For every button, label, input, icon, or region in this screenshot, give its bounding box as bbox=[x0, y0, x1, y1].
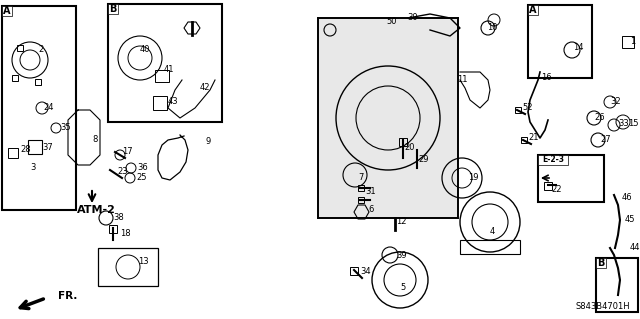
Text: 1: 1 bbox=[630, 38, 636, 47]
Text: 24: 24 bbox=[43, 103, 54, 113]
Text: FR.: FR. bbox=[58, 291, 77, 301]
Bar bbox=[109, 225, 117, 233]
Text: 45: 45 bbox=[625, 216, 636, 225]
Text: 19: 19 bbox=[468, 174, 479, 182]
Text: ATM-2: ATM-2 bbox=[77, 205, 115, 215]
Bar bbox=[108, 4, 118, 14]
Bar bbox=[318, 18, 458, 218]
Text: 46: 46 bbox=[622, 194, 632, 203]
Text: 43: 43 bbox=[168, 98, 179, 107]
Text: 22: 22 bbox=[551, 186, 561, 195]
Bar bbox=[35, 79, 41, 85]
Text: S843B4701H: S843B4701H bbox=[575, 302, 630, 311]
Text: 50: 50 bbox=[386, 18, 397, 26]
Text: 9: 9 bbox=[205, 137, 211, 146]
Text: 37: 37 bbox=[42, 144, 52, 152]
Text: 40: 40 bbox=[140, 46, 150, 55]
Text: 4: 4 bbox=[490, 227, 495, 236]
Text: 3: 3 bbox=[30, 164, 35, 173]
Bar bbox=[622, 36, 634, 48]
Bar bbox=[460, 240, 520, 254]
Bar bbox=[153, 96, 167, 110]
Text: 20: 20 bbox=[404, 144, 415, 152]
Text: A: A bbox=[529, 5, 537, 15]
Bar bbox=[155, 70, 169, 82]
Text: 32: 32 bbox=[610, 98, 621, 107]
Text: 39: 39 bbox=[396, 251, 406, 261]
Bar bbox=[515, 107, 521, 113]
Bar bbox=[12, 75, 18, 81]
Bar bbox=[596, 258, 606, 268]
Bar bbox=[528, 5, 592, 78]
Bar bbox=[538, 155, 604, 202]
Text: 5: 5 bbox=[400, 284, 405, 293]
Text: 30: 30 bbox=[407, 13, 418, 23]
Bar bbox=[358, 185, 364, 191]
Text: 41: 41 bbox=[164, 65, 175, 75]
Text: 13: 13 bbox=[138, 257, 148, 266]
Bar bbox=[2, 6, 76, 210]
Text: 26: 26 bbox=[594, 114, 605, 122]
Bar bbox=[399, 138, 407, 146]
Text: 25: 25 bbox=[136, 174, 147, 182]
Text: 34: 34 bbox=[360, 268, 371, 277]
Bar bbox=[544, 182, 552, 190]
Bar bbox=[358, 197, 364, 203]
Text: 14: 14 bbox=[573, 43, 584, 53]
Text: 27: 27 bbox=[600, 136, 611, 145]
Text: 38: 38 bbox=[113, 213, 124, 222]
Text: 35: 35 bbox=[60, 123, 70, 132]
Text: A: A bbox=[3, 6, 11, 16]
Text: 2: 2 bbox=[38, 46, 44, 55]
Bar bbox=[28, 140, 42, 154]
Text: 10: 10 bbox=[487, 24, 497, 33]
Text: 16: 16 bbox=[541, 73, 552, 83]
Bar bbox=[98, 248, 158, 286]
Bar bbox=[521, 137, 527, 143]
Text: 18: 18 bbox=[120, 229, 131, 239]
Bar bbox=[350, 267, 358, 275]
Text: 29: 29 bbox=[418, 155, 429, 165]
Bar bbox=[17, 45, 23, 51]
Text: 23: 23 bbox=[117, 167, 127, 176]
Text: 44: 44 bbox=[630, 243, 640, 253]
Bar bbox=[2, 6, 12, 16]
Text: 6: 6 bbox=[368, 205, 373, 214]
Text: 17: 17 bbox=[122, 147, 132, 157]
Text: 31: 31 bbox=[365, 188, 376, 197]
Bar bbox=[108, 4, 222, 122]
Bar bbox=[528, 5, 538, 15]
Text: 42: 42 bbox=[200, 84, 211, 93]
Text: 52: 52 bbox=[522, 103, 532, 113]
Bar bbox=[538, 155, 568, 165]
Text: 8: 8 bbox=[92, 136, 97, 145]
Text: 36: 36 bbox=[137, 164, 148, 173]
Text: 11: 11 bbox=[457, 76, 467, 85]
Text: 15: 15 bbox=[628, 120, 639, 129]
Text: B: B bbox=[597, 258, 605, 268]
Bar bbox=[8, 148, 18, 158]
Text: 33: 33 bbox=[618, 120, 628, 129]
Text: B: B bbox=[109, 4, 116, 14]
Text: 7: 7 bbox=[358, 174, 364, 182]
Text: E-2-3: E-2-3 bbox=[542, 155, 564, 165]
Bar bbox=[596, 258, 638, 312]
Text: 21: 21 bbox=[528, 133, 538, 143]
Text: 28: 28 bbox=[20, 145, 31, 154]
Text: 12: 12 bbox=[396, 218, 406, 226]
